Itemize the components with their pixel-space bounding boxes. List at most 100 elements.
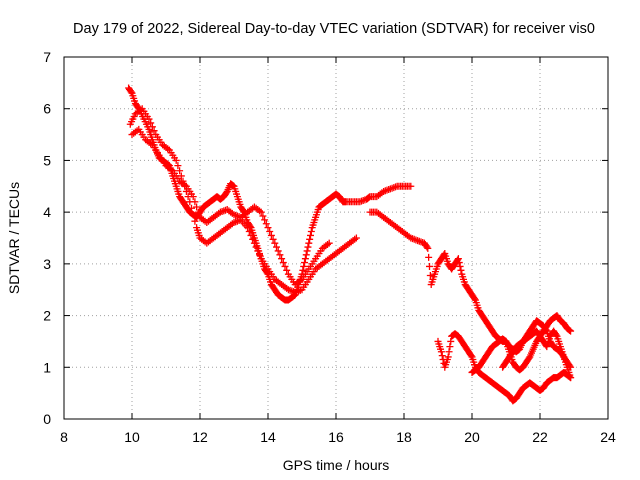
data-point — [445, 348, 453, 356]
data-point — [148, 123, 156, 131]
data-point — [426, 271, 434, 279]
data-point — [244, 224, 252, 232]
data-point — [447, 337, 455, 345]
data-point — [283, 266, 291, 274]
data-point — [147, 119, 155, 127]
data-point — [194, 208, 202, 216]
data-point — [301, 259, 309, 267]
data-point — [304, 243, 312, 251]
data-point — [266, 228, 274, 236]
data-point — [424, 244, 432, 252]
data-point — [325, 239, 333, 247]
y-tick-label: 2 — [43, 308, 51, 324]
data-points — [125, 84, 575, 405]
data-point — [307, 231, 314, 239]
plot-frame — [63, 56, 609, 420]
data-point — [425, 253, 433, 261]
y-axis-label: SDTVAR / TECUs — [6, 182, 22, 294]
x-tick-label: 18 — [396, 429, 412, 445]
data-point — [279, 259, 287, 267]
data-point — [254, 247, 262, 255]
y-tick-label: 5 — [43, 152, 51, 168]
data-point — [444, 353, 452, 361]
x-tick-label: 20 — [464, 429, 480, 445]
chart-title: Day 179 of 2022, Sidereal Day-to-day VTE… — [73, 21, 595, 37]
data-point — [269, 235, 277, 243]
data-point — [191, 198, 199, 206]
data-point — [259, 212, 267, 220]
data-point — [176, 167, 184, 175]
data-point — [457, 266, 465, 274]
data-point — [273, 243, 280, 251]
data-point — [274, 247, 282, 255]
data-point — [189, 211, 197, 219]
data-point — [300, 262, 308, 270]
data-point — [567, 363, 575, 371]
data-point — [261, 216, 269, 224]
series-6 — [468, 312, 575, 376]
data-point — [188, 204, 195, 212]
x-tick-label: 22 — [532, 429, 548, 445]
data-point — [174, 162, 182, 170]
data-point — [193, 203, 201, 211]
y-tick-label: 3 — [43, 256, 51, 272]
x-tick-label: 12 — [192, 429, 208, 445]
series-5 — [434, 330, 575, 405]
data-point — [262, 220, 270, 228]
data-point — [278, 255, 286, 263]
data-point — [438, 352, 446, 360]
data-point — [252, 243, 260, 251]
data-point — [247, 231, 255, 239]
data-point — [127, 88, 135, 96]
data-point — [245, 228, 253, 236]
x-axis-label: GPS time / hours — [283, 457, 390, 473]
data-point — [437, 348, 445, 356]
data-point — [567, 374, 575, 382]
data-point — [267, 231, 275, 239]
data-point — [172, 156, 180, 164]
data-point — [467, 352, 475, 360]
x-tick-label: 16 — [328, 429, 344, 445]
x-tick-label: 10 — [124, 429, 140, 445]
data-point — [301, 255, 309, 263]
data-point — [305, 239, 313, 247]
data-point — [454, 255, 462, 263]
data-point — [150, 127, 158, 135]
data-point — [302, 251, 310, 259]
data-point — [145, 115, 153, 123]
data-point — [552, 331, 560, 339]
data-point — [455, 259, 463, 267]
data-point — [271, 239, 279, 247]
series-7 — [499, 327, 575, 371]
data-point — [352, 234, 360, 242]
data-point — [249, 235, 257, 243]
data-point — [276, 251, 284, 259]
y-tick-label: 7 — [43, 49, 51, 65]
data-point — [281, 262, 289, 270]
data-point — [456, 262, 464, 270]
data-point — [471, 295, 479, 303]
data-point — [307, 228, 315, 236]
data-point — [264, 224, 272, 232]
data-point — [303, 247, 311, 255]
data-point — [566, 362, 574, 370]
y-tick-label: 1 — [43, 359, 51, 375]
y-tick-label: 0 — [43, 411, 51, 427]
data-point — [407, 182, 415, 190]
data-point — [299, 266, 307, 274]
data-point — [446, 343, 454, 351]
x-tick-label: 24 — [600, 429, 616, 445]
series-3 — [128, 125, 333, 289]
data-point — [256, 251, 263, 259]
data-point — [250, 239, 258, 247]
data-point — [423, 243, 431, 251]
data-point — [189, 193, 197, 201]
y-tick-label: 6 — [43, 101, 51, 117]
data-point — [306, 235, 314, 243]
y-tick-label: 4 — [43, 204, 51, 220]
data-point — [191, 217, 199, 225]
x-tick-label: 8 — [60, 429, 68, 445]
